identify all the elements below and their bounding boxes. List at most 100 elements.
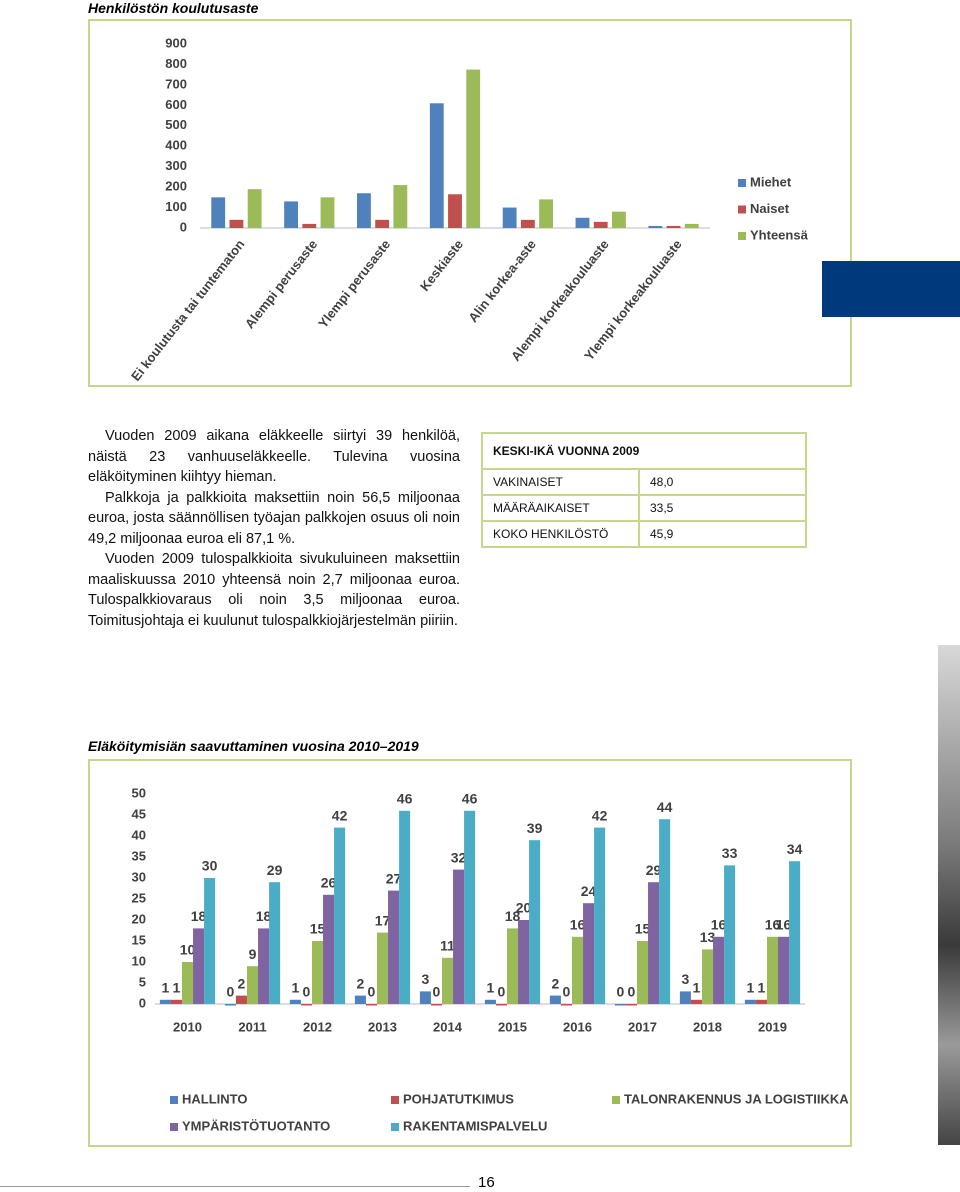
bar [311, 941, 324, 1004]
data-label: 24 [581, 883, 597, 899]
data-label: 0 [498, 984, 506, 1000]
bar [258, 928, 270, 1004]
data-label: 0 [617, 984, 625, 1000]
x-tick-label: 2012 [303, 1019, 332, 1034]
bar [560, 1004, 572, 1006]
data-label: 3 [682, 971, 690, 987]
legend-swatch [170, 1096, 178, 1104]
legend-swatch [391, 1096, 399, 1104]
bar [520, 219, 535, 228]
cell: MÄÄRÄAIKAISET [481, 494, 640, 522]
y-tick-label: 10 [132, 953, 146, 968]
legend-label: Yhteensä [750, 227, 809, 242]
cell: 48,0 [638, 468, 807, 496]
data-label: 15 [310, 921, 326, 937]
bar [755, 999, 767, 1004]
x-tick-label: 2017 [628, 1019, 657, 1034]
data-label: 29 [646, 862, 662, 878]
x-tick-label: 2016 [563, 1019, 592, 1034]
bar [269, 882, 281, 1004]
y-tick-label: 20 [132, 911, 146, 926]
bar [204, 878, 216, 1004]
x-tick-label: 2019 [758, 1019, 787, 1034]
bar [393, 185, 408, 228]
paragraph: Vuoden 2009 tulospalkkioita sivukuluinee… [88, 551, 460, 629]
data-label: 16 [765, 917, 781, 933]
bar [235, 995, 247, 1004]
bar [583, 903, 595, 1004]
data-label: 1 [162, 980, 170, 996]
bar [453, 869, 465, 1004]
y-tick-label: 100 [165, 199, 187, 214]
y-tick-label: 50 [132, 785, 146, 800]
bar [365, 1004, 377, 1006]
bar [684, 223, 699, 228]
data-label: 10 [180, 942, 196, 958]
bar [464, 810, 476, 1004]
data-label: 42 [592, 807, 608, 823]
legend-label: TALONRAKENNUS JA LOGISTIIKKA [624, 1091, 849, 1106]
bar [529, 840, 541, 1004]
bar [713, 936, 725, 1004]
bar [211, 197, 226, 228]
bar [399, 810, 411, 1004]
chart: 0 100 200 300 400 500 600 700 800 900 Ei koulutust… [128, 35, 809, 384]
y-tick-label: 0 [180, 219, 187, 234]
x-tick-label: Ei koulutusta tai tuntematon [128, 237, 247, 384]
chart-frame: 0 100 200 300 400 500 600 700 800 900 Ei koulutust… [88, 19, 852, 387]
data-label: 42 [332, 807, 348, 823]
bar [679, 991, 691, 1004]
bar [320, 197, 335, 228]
bar [448, 194, 462, 228]
bar [789, 861, 801, 1004]
data-label: 32 [451, 849, 467, 865]
y-tick-label: 0 [139, 995, 146, 1010]
legend-swatch [612, 1096, 620, 1104]
bar [659, 819, 671, 1004]
bar [612, 211, 626, 228]
data-label: 33 [722, 845, 738, 861]
page-number: 16 [478, 1174, 495, 1191]
data-label: 0 [368, 984, 376, 1000]
photo [938, 645, 960, 1145]
x-tick-label: 2013 [368, 1019, 397, 1034]
legend-swatch [738, 179, 746, 187]
bar [539, 199, 553, 228]
data-label: 1 [747, 980, 755, 996]
cell: 45,9 [638, 520, 807, 548]
data-label: 0 [628, 984, 636, 1000]
y-tick-label: 40 [132, 827, 146, 842]
y-tick-label: 200 [165, 179, 187, 194]
bar [495, 1004, 507, 1006]
y-tick-label: 30 [132, 869, 146, 884]
cell: VAKINAISET [481, 468, 640, 496]
data-label: 9 [249, 946, 257, 962]
bar [441, 957, 454, 1004]
x-tick-label: 2014 [433, 1019, 463, 1034]
bar [224, 1004, 236, 1006]
bar [429, 103, 444, 228]
data-label: 1 [173, 980, 181, 996]
data-label: 30 [202, 858, 218, 874]
y-tick-label: 900 [165, 35, 187, 50]
data-label: 26 [321, 875, 337, 891]
y-tick-label: 700 [165, 76, 187, 91]
bar [388, 890, 400, 1004]
bar [648, 882, 660, 1004]
y-tick-label: 600 [165, 97, 187, 112]
data-label: 46 [397, 791, 413, 807]
data-label: 18 [505, 908, 521, 924]
data-label: 1 [758, 980, 766, 996]
y-tick-label: 25 [132, 890, 146, 905]
y-tick-label: 500 [165, 117, 187, 132]
bar [246, 966, 259, 1004]
decor-block [822, 261, 960, 317]
bar [229, 219, 244, 228]
chart-frame: 0 5 10 15 20 25 30 35 40 45 50 2010 1 1 10 18 30 2011 0 2 9 1… [88, 759, 852, 1147]
data-label: 17 [375, 912, 391, 928]
bar [193, 928, 205, 1004]
data-label: 1 [693, 980, 701, 996]
bar [354, 995, 366, 1004]
